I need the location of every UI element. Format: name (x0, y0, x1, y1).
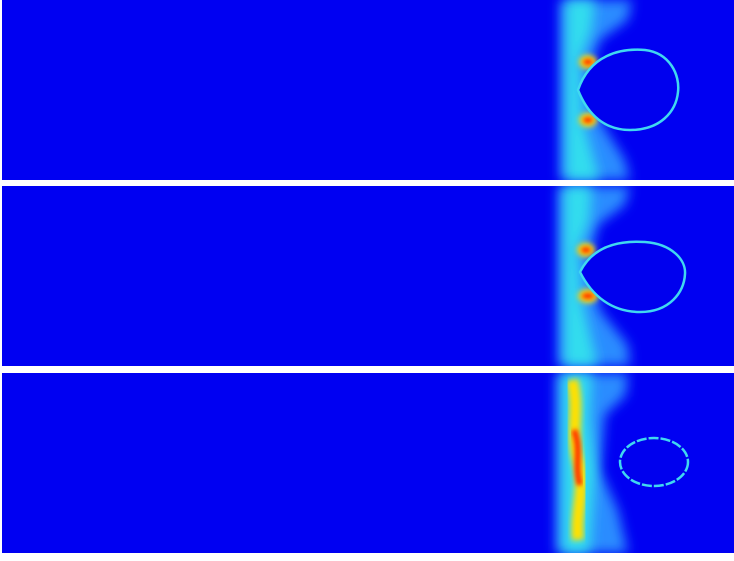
panel-1 (2, 0, 734, 180)
panel-2 (2, 186, 734, 366)
panel-3 (2, 373, 734, 553)
